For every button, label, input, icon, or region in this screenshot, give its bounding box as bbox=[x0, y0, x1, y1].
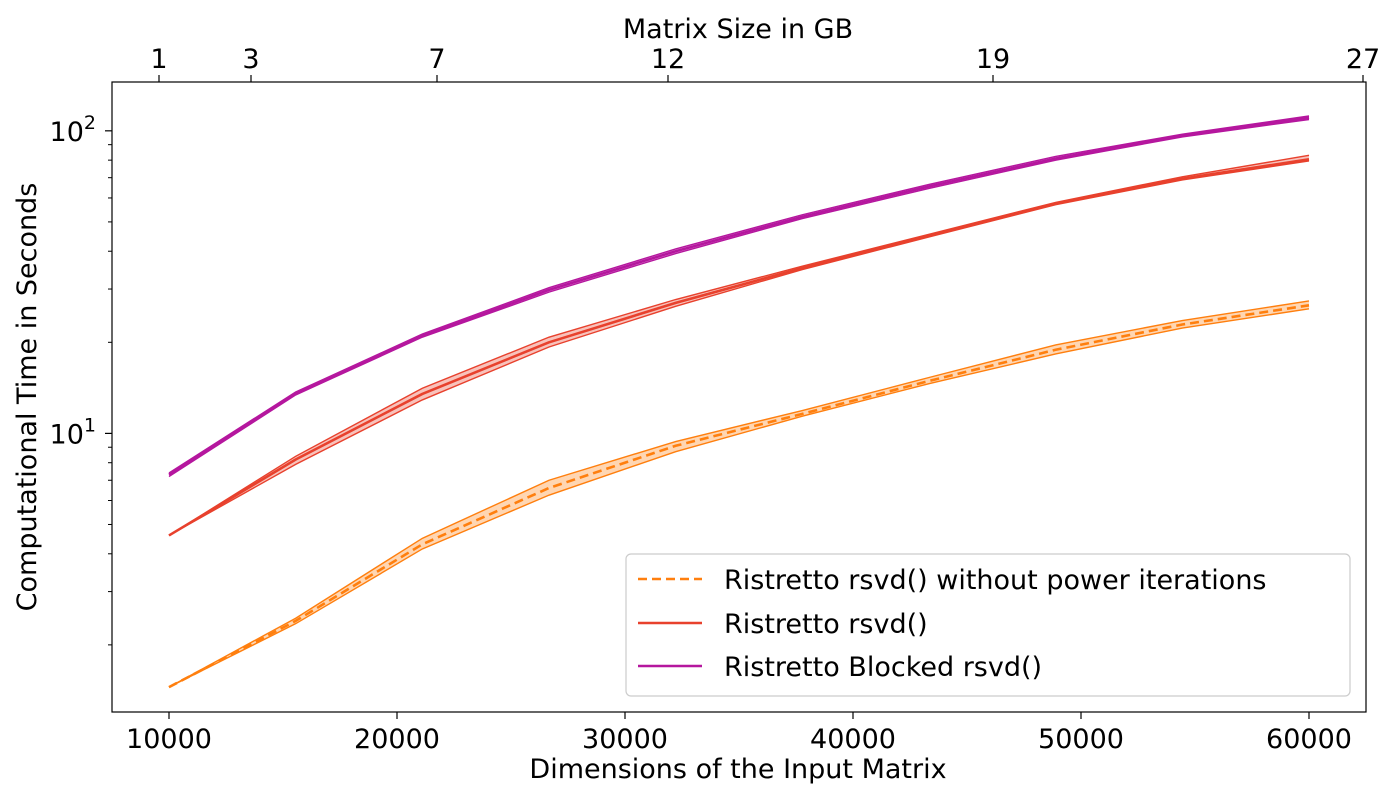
x-tick-label: 30000 bbox=[582, 724, 668, 755]
legend: Ristretto rsvd() without power iteration… bbox=[625, 553, 1351, 697]
series-line-0 bbox=[168, 304, 1310, 689]
top-tick-label: 27 bbox=[1346, 44, 1380, 75]
series-line-2 bbox=[168, 116, 1310, 476]
series-band-lower-0 bbox=[168, 308, 1310, 688]
x-tick-label: 20000 bbox=[354, 724, 440, 755]
x-tick-label: 60000 bbox=[1266, 724, 1352, 755]
x-tick-label: 40000 bbox=[810, 724, 896, 755]
legend-label-rsvd: Ristretto rsvd() bbox=[724, 609, 928, 640]
top-tick-label: 19 bbox=[976, 44, 1010, 75]
top-tick-label: 3 bbox=[242, 44, 259, 75]
legend-label-no-power-iterations: Ristretto rsvd() without power iteration… bbox=[724, 565, 1267, 596]
series-band-lower-1 bbox=[168, 160, 1310, 537]
y-axis: 101 102 bbox=[50, 112, 112, 646]
top-x-axis-label: Matrix Size in GB bbox=[623, 14, 853, 45]
series-band-upper-2 bbox=[168, 115, 1310, 474]
plot-frame bbox=[111, 81, 1367, 713]
series-band-2 bbox=[169, 115, 1309, 477]
legend-box bbox=[625, 553, 1351, 697]
x-tick-label: 10000 bbox=[126, 724, 212, 755]
series-lines bbox=[168, 116, 1310, 689]
y-tick-label: 101 bbox=[50, 414, 96, 450]
top-tick-label: 1 bbox=[150, 44, 167, 75]
x-tick-label: 50000 bbox=[1038, 724, 1124, 755]
series-band-upper-1 bbox=[168, 154, 1310, 537]
legend-label-blocked-rsvd: Ristretto Blocked rsvd() bbox=[724, 652, 1042, 683]
top-tick-label: 12 bbox=[651, 44, 685, 75]
series-band-lower-2 bbox=[168, 118, 1310, 478]
series-line-1 bbox=[168, 158, 1310, 537]
x-axis: 10000 20000 30000 40000 50000 60000 bbox=[126, 712, 1352, 755]
top-tick-label: 7 bbox=[428, 44, 445, 75]
x-axis-label: Dimensions of the Input Matrix bbox=[529, 754, 946, 785]
series-band-1 bbox=[169, 155, 1309, 536]
y-tick-label: 102 bbox=[50, 112, 96, 148]
series-band-upper-0 bbox=[168, 300, 1310, 688]
top-x-axis: 1 3 7 12 19 27 bbox=[150, 44, 1380, 82]
y-axis-label: Computational Time in Seconds bbox=[12, 183, 43, 612]
